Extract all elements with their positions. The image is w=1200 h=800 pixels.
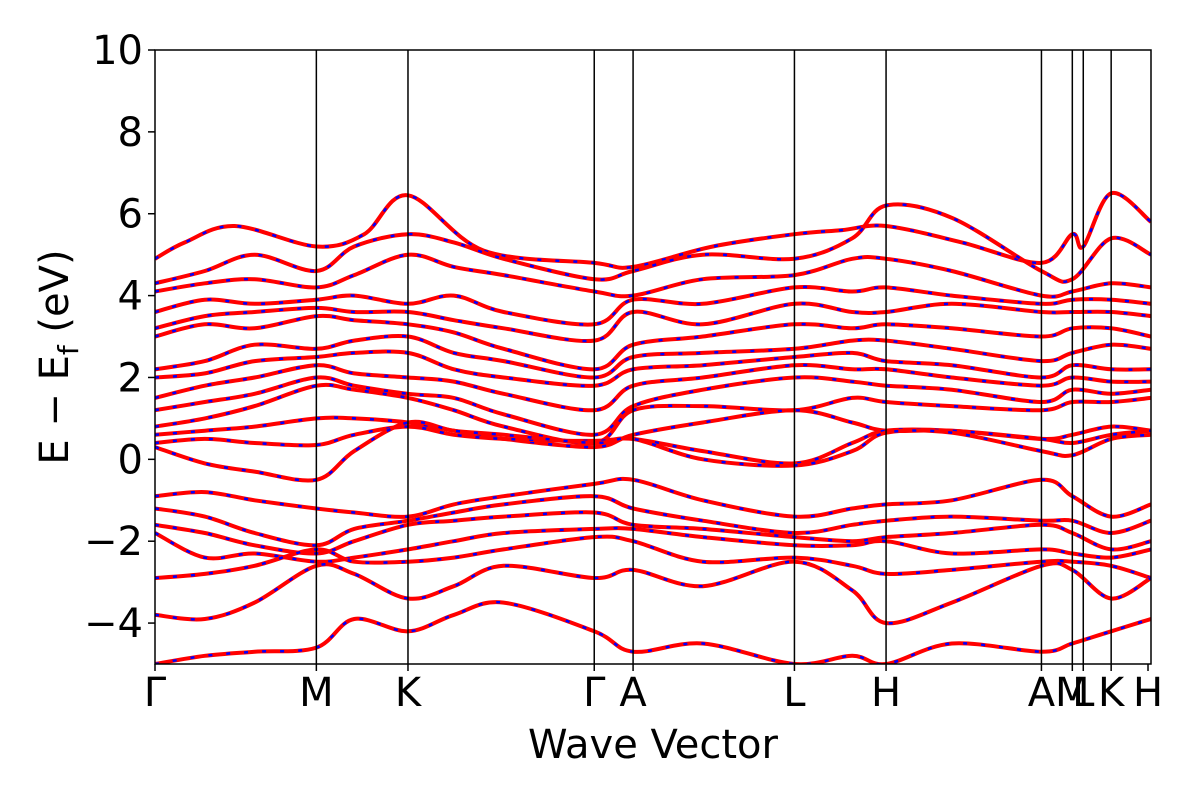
y-tick-label-5: 6 [118,192,143,238]
band-dash-7 [155,350,1151,388]
band-line-19 [155,559,1151,626]
y-tick-label-7: 10 [92,28,143,74]
y-tick-label-4: 4 [118,274,143,320]
x-tick-label-5: L [783,670,806,716]
band-dash-8 [155,363,1151,412]
y-tick-label-3: 2 [118,355,143,401]
band-dash-14 [155,477,1151,519]
x-tick-label-8: M [1055,670,1090,716]
band-dash-0 [155,191,1151,270]
x-tick-label-9: L [1072,670,1095,716]
x-tick-label-11: H [1133,670,1163,716]
x-axis-label: Wave Vector [528,722,779,768]
band-dash-20 [155,600,1151,664]
band-line-0 [155,191,1151,270]
band-line-17 [155,526,1151,564]
plot-frame [154,49,1152,665]
x-tick-label-10: K [1098,670,1126,716]
y-axis-label-sub: f [52,344,85,355]
band-dash-13 [155,420,1151,482]
band-line-20 [155,600,1151,664]
y-axis-ticks: −4 −2 0 2 4 6 8 10 [84,28,155,647]
y-tick-label-1: −2 [84,519,143,565]
y-axis-label-lead: E − E [32,355,78,465]
y-tick-label-2: 0 [118,437,143,483]
band-dash-4 [155,302,1151,343]
y-axis-label: E − Ef (eV) [32,249,85,464]
band-dash-3 [155,285,1151,326]
x-axis-ticks: Γ M K Γ A L H A ML K H [144,664,1163,716]
x-tick-label-7: A [1028,670,1056,716]
x-tick-label-0: Γ [144,670,167,716]
y-tick-label-6: 8 [118,110,143,156]
y-tick-label-0: −4 [84,601,143,647]
band-line-15 [155,494,1151,548]
x-tick-label-3: Γ [583,670,606,716]
x-tick-label-6: H [871,670,901,716]
band-dash-11 [155,408,1151,449]
kpoint-lines [315,50,1112,664]
band-dash-2 [155,253,1151,298]
band-lines [155,191,1151,664]
y-axis-label-tail: (eV) [32,249,78,345]
x-tick-label-1: M [299,670,334,716]
x-tick-label-4: A [619,670,647,716]
band-dash-6 [155,334,1151,379]
band-line-16 [155,510,1151,556]
band-dash-15 [155,494,1151,547]
band-line-5 [155,313,1151,372]
x-tick-label-2: K [395,670,423,716]
